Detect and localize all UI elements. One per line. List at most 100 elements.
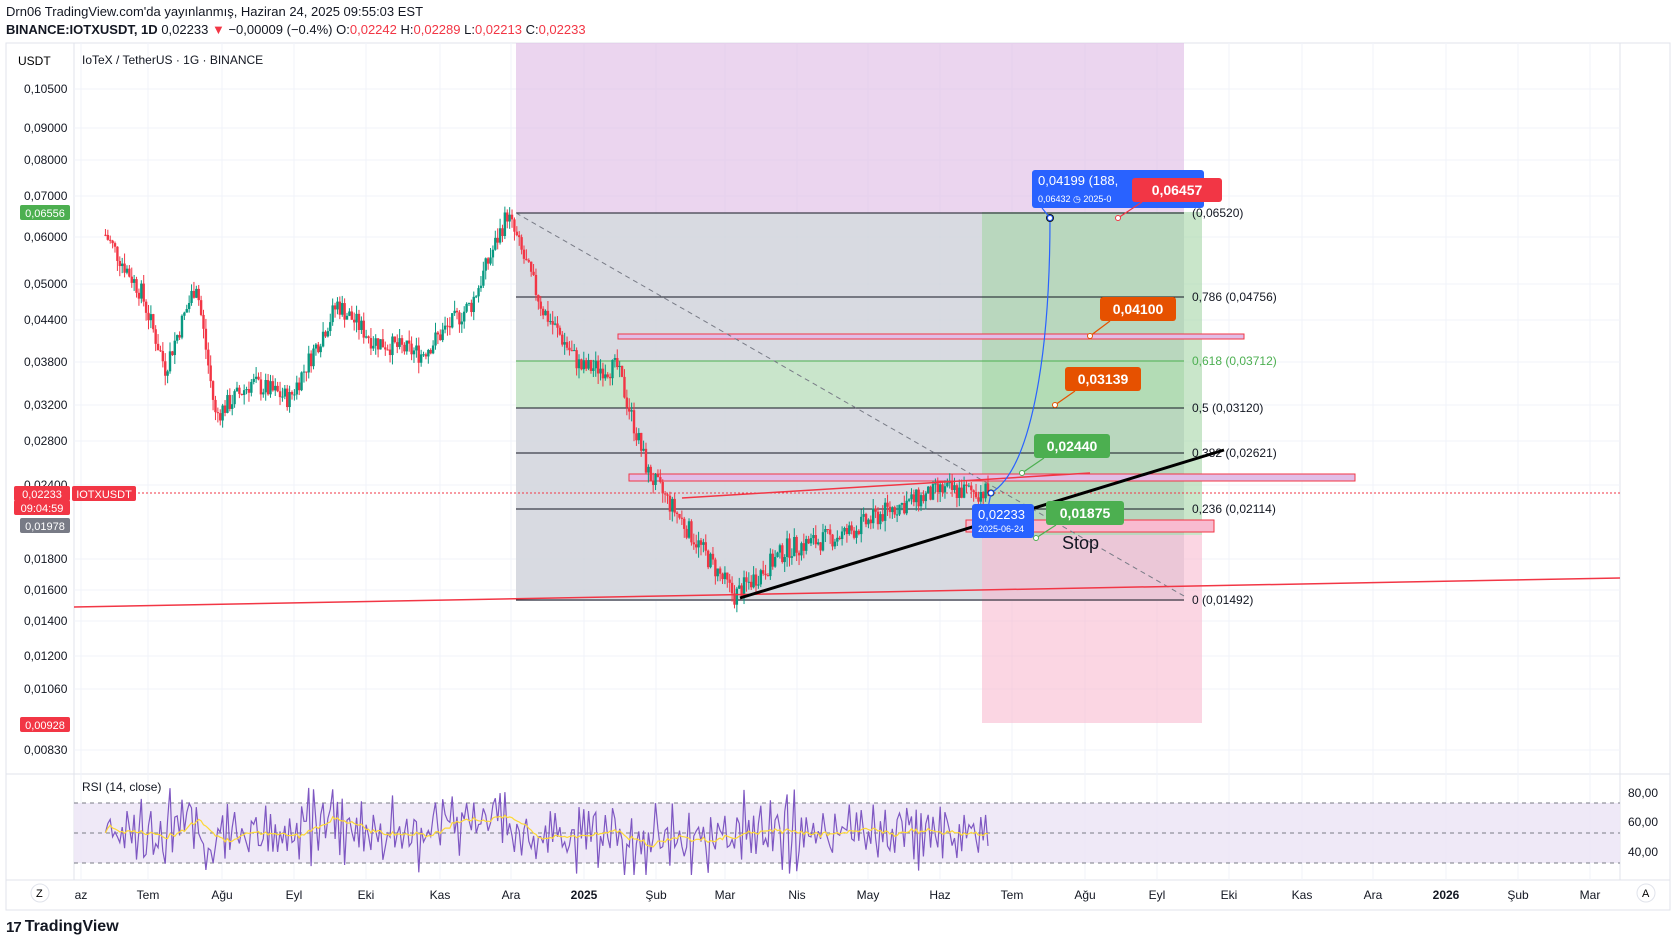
candle-body [386,349,389,351]
candle-body [484,258,487,271]
resistance-zone-2[interactable] [628,473,1356,482]
candle-body [424,354,428,357]
candle-body [140,283,143,299]
candle-body [317,344,320,353]
callout-anchor[interactable] [988,490,994,496]
candle-body [580,359,583,370]
candle-body [807,538,810,544]
candle-body [496,237,499,243]
candle-body [680,517,684,519]
candle-body [357,313,361,330]
callout-text: 0,04199 (188, [1038,173,1118,188]
candle-body [235,387,239,392]
callout-box[interactable] [1046,501,1124,525]
candle-body [745,577,748,582]
candle-body [522,249,526,259]
callout-anchor[interactable] [1019,470,1025,476]
callout-box[interactable] [972,504,1034,538]
price-tick-label: 0,01800 [24,552,68,566]
price-axis[interactable]: 0,10500 0,09000 0,08000 0,07000 0,06000 0,050… [24,82,68,757]
resistance-trendline[interactable] [681,472,1091,499]
candle-body [903,503,906,514]
candle-body [388,349,392,356]
fib-trend-line[interactable] [515,212,1185,597]
price-badge-text: 0,01978 [25,521,65,533]
time-tick-label: Haz [929,888,950,902]
candle-body [247,389,251,393]
candle-body [228,395,232,409]
fib-level-label: 0,5 (0,03120) [1192,401,1263,415]
candle-body [922,495,925,502]
currency-label[interactable]: USDT [18,54,51,68]
candle-body [855,530,858,538]
candle-body [534,274,538,295]
candle-body [950,482,954,490]
tradingview-logo[interactable]: 17 TradingView [6,918,119,936]
fib-level-label: (0,06520) [1192,206,1243,220]
time-axis[interactable]: az Tem Ağu Eyl Eki Kas Ara 2025 Şub Mar Nis May Haz T… [75,888,1601,902]
candle-body [620,365,624,377]
candle-body [929,486,932,500]
zoom-button[interactable] [30,883,50,903]
fib-lines[interactable]: (0,06520) 0,786 (0,04756) 0,618 (0,03712) 0… [516,206,1277,607]
candle-body [477,288,480,297]
callout-box[interactable] [1132,178,1222,202]
candle-body [446,325,449,327]
candle-body [295,382,298,395]
callout-anchor[interactable] [1033,535,1039,541]
candle-body [293,394,296,396]
candle-body [221,405,224,421]
candle-body [364,336,368,338]
candle-body [185,309,188,313]
candle-body [314,344,318,349]
stop-zone[interactable] [982,535,1202,723]
candle-body [257,376,260,380]
candle-body [180,315,184,338]
candle-body [589,360,593,372]
candle-body [635,433,638,441]
rsi-axis[interactable]: 80,00 60,00 40,00 [1628,786,1658,859]
callout-text: 0,02440 [1047,438,1098,454]
candle-body [460,321,464,325]
callouts[interactable]: 0,04199 (188, 0,06432 ◷ 2025-0 0,06457 0,04… [972,170,1222,541]
auto-scale-button[interactable] [1636,883,1656,903]
zoom-button-label: Z [36,888,43,900]
projection-path[interactable] [990,217,1051,494]
candle-body [372,345,375,349]
candle-body [355,313,358,323]
callout-box[interactable] [1034,434,1110,458]
time-tick-label: May [857,888,880,902]
price-badge-text: 0,02233 [22,489,62,501]
candle-body [965,484,968,487]
resistance-zone-1[interactable] [617,333,1245,340]
candle-body [714,559,717,577]
candle-body [685,528,688,538]
candle-body [711,553,715,560]
long-support-line[interactable] [73,577,1621,608]
candle-body [109,239,112,241]
rsi-ma-line [104,814,989,848]
candle-body [231,404,234,409]
candle-body [599,368,602,374]
candle-body [955,485,959,498]
candle-body [276,385,279,392]
candle-body [826,529,829,531]
candle-body [735,588,739,605]
callout-anchor[interactable] [1052,402,1058,408]
candle-body [663,493,667,495]
callout-anchor[interactable] [1087,333,1093,339]
callout-subtext: 0,06432 ◷ 2025-0 [1038,194,1111,204]
candle-body [862,514,865,517]
callout-anchor[interactable] [1115,215,1121,221]
candle-body [207,349,210,366]
time-tick-label: Ağu [1074,888,1095,902]
candle-body [927,486,930,494]
price-tick-label: 0,05000 [24,277,68,291]
callout-anchor[interactable] [1047,215,1053,221]
callout-box[interactable] [1100,297,1176,321]
candle-body [893,507,896,515]
candle-body [431,345,435,354]
candle-body [857,530,861,535]
callout-box[interactable] [1065,367,1141,391]
